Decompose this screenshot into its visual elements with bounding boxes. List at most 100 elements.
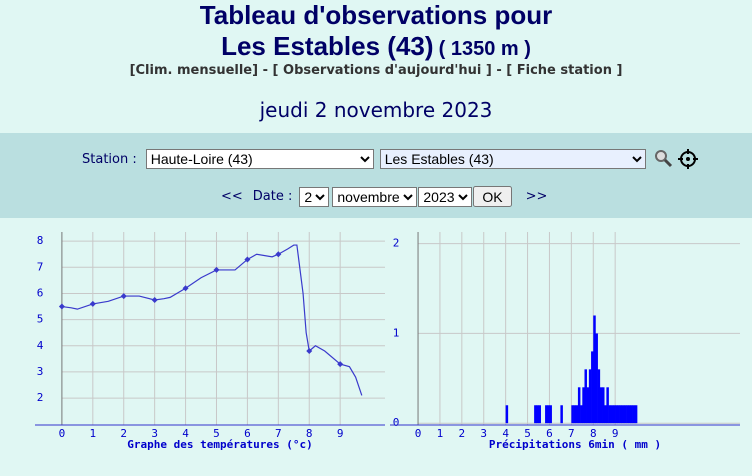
bar [606,387,609,424]
ok-button[interactable]: OK [473,186,512,207]
bar [628,405,631,424]
bar [591,351,594,424]
x-tick-label: 5 [524,427,531,440]
x-tick-label: 2 [459,427,466,440]
date-label: Date : [252,189,293,204]
x-tick-label: 2 [120,427,127,440]
altitude: ( 1350 m ) [438,38,531,60]
date-row: << Date : 2 novembre 2023 OK >> [0,186,752,207]
bar [545,405,548,424]
station-row: Station : Haute-Loire (43) Les Estables … [0,148,752,170]
bar [571,405,574,424]
bar [630,405,633,424]
y-tick-label: 8 [37,234,44,247]
next-day[interactable]: >> [525,189,548,204]
separator: - [262,63,269,78]
bar [608,405,612,424]
bar [588,369,592,424]
bar [621,405,625,424]
separator: - [496,63,502,78]
x-axis-title: Précipitations 6min ( mm ) [489,438,661,451]
prev-day[interactable]: << [221,189,243,204]
bar [619,405,623,424]
x-tick-label: 6 [546,427,553,440]
bar [580,405,583,424]
marker [151,296,158,303]
marker [213,266,220,273]
link[interactable]: [ Fiche station ] [506,63,623,78]
day-select[interactable]: 2 [299,186,330,207]
x-tick-label: 3 [480,427,487,440]
y-tick-label: 0 [393,416,400,429]
bar [617,405,620,424]
x-tick-label: 9 [337,427,344,440]
bar [632,405,636,424]
x-tick-label: 0 [59,427,66,440]
x-tick-label: 6 [244,427,251,440]
x-tick-label: 5 [213,427,220,440]
bar [612,405,616,424]
x-tick-label: 7 [568,427,575,440]
bar [599,387,603,424]
bar [597,369,601,424]
marker [120,293,127,300]
x-tick-label: 7 [275,427,282,440]
x-tick-label: 8 [306,427,313,440]
x-tick-label: 4 [502,427,509,440]
locate-icon[interactable] [677,148,699,170]
y-tick-label: 3 [37,365,44,378]
bar [534,405,537,424]
bar [505,405,509,424]
bar [573,405,577,424]
marker [275,251,282,258]
x-tick-label: 3 [151,427,158,440]
station-select[interactable]: Les Estables (43) [379,149,646,169]
marker [244,256,251,263]
year-select[interactable]: 2023 [418,186,473,207]
marker [58,303,65,310]
x-tick-label: 1 [90,427,97,440]
link[interactable]: [ Observations d'aujourd'hui ] [272,63,492,78]
y-tick-label: 2 [37,391,44,404]
bar [536,405,539,424]
bar [602,387,605,424]
links: [Clim. mensuelle] - [ Observations d'auj… [0,63,752,78]
title: Tableau d'observations pour [199,0,553,30]
y-tick-label: 6 [37,286,44,299]
bar [595,333,598,424]
bar [577,387,581,424]
charts: 2 3 4 5 6 7 8 0 1 2 3 4 5 6 7 8 9 Graphe des températures… [35,232,740,451]
bar [610,405,614,424]
y-tick-label: 1 [393,326,400,339]
temperature-line [61,244,363,396]
link[interactable]: [Clim. mensuelle] [129,63,259,78]
x-tick-label: 0 [415,427,422,440]
bar [575,405,579,424]
station-label: Station : [82,151,137,167]
month-select[interactable]: novembre [332,186,418,207]
marker [306,347,313,354]
x-tick-label: 4 [182,427,189,440]
bar [623,405,627,424]
bar [634,405,638,424]
bar [549,405,552,424]
bar [582,387,585,424]
date: jeudi 2 novembre 2023 [259,98,493,122]
bar [626,405,629,424]
y-tick-label: 2 [393,237,400,250]
bar [586,387,590,424]
bar [560,405,563,424]
x-tick-label: 8 [590,427,597,440]
bar [547,405,550,424]
search-icon[interactable] [653,149,673,169]
x-tick-label: 1 [437,427,444,440]
y-tick-label: 4 [37,339,44,352]
department-select[interactable]: Haute-Loire (43) [145,149,374,169]
y-tick-label: 7 [37,260,44,273]
marker [182,285,189,292]
station-name: Les Estables (43) [221,31,434,61]
y-tick-label: 5 [37,313,44,326]
bar [604,405,607,424]
x-tick-label: 9 [612,427,619,440]
